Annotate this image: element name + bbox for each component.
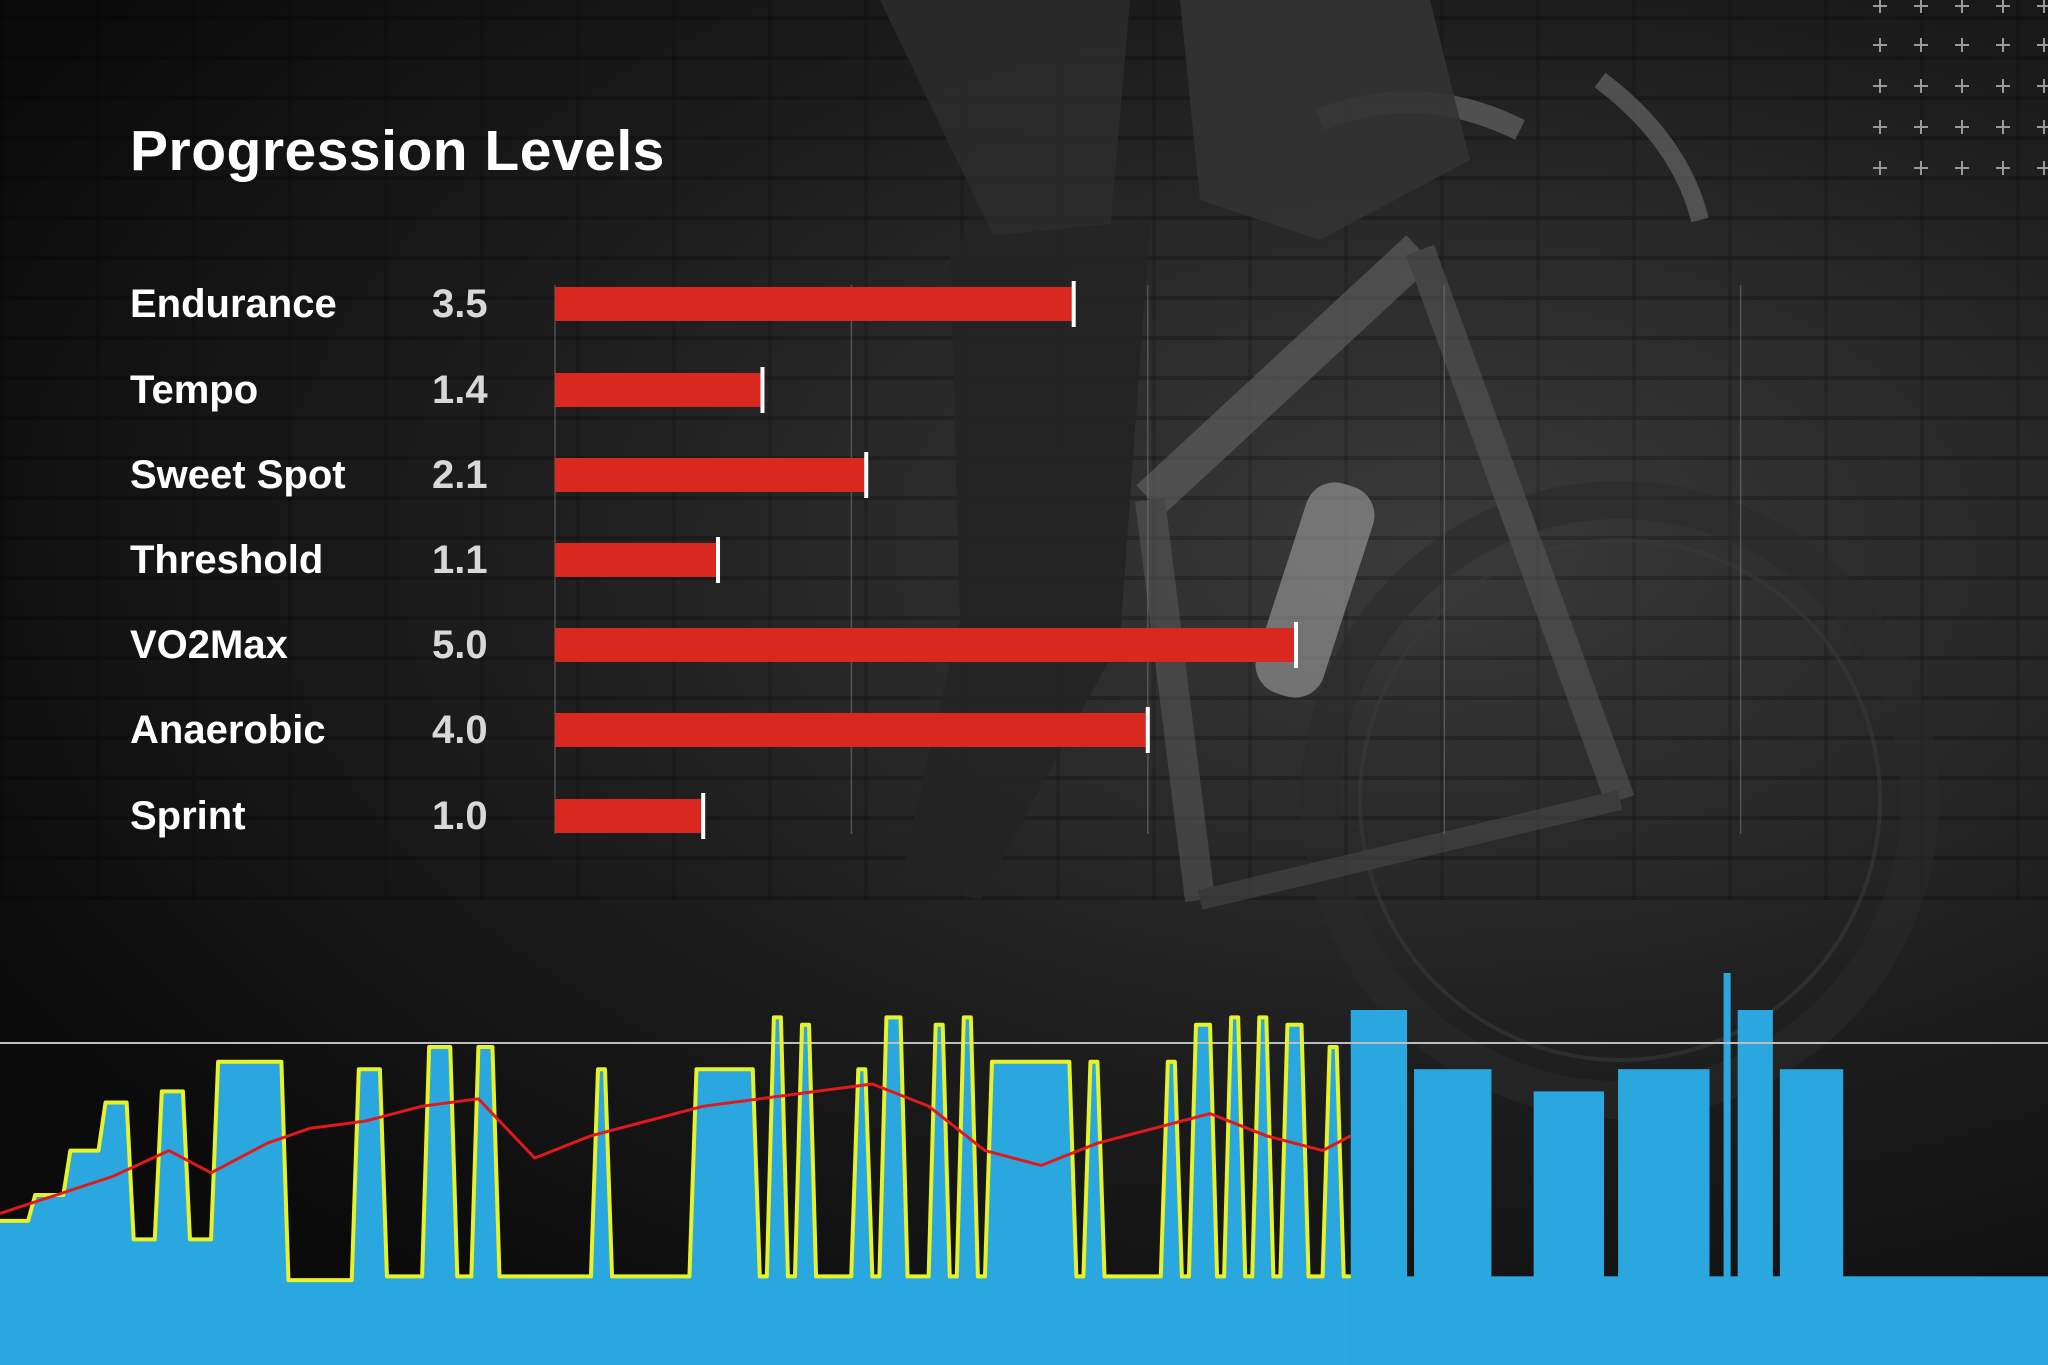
row-label-threshold: Threshold: [130, 538, 324, 582]
row-label-vo2max: VO2Max: [130, 623, 288, 667]
plus-mark: [1955, 161, 1969, 175]
bar-sweet-spot: [555, 458, 867, 492]
plus-mark: [2037, 79, 2048, 93]
plus-mark: [1955, 0, 1969, 13]
row-value-vo2max: 5.0: [432, 623, 488, 667]
row-label-tempo: Tempo: [130, 368, 259, 412]
plus-mark: [1914, 161, 1928, 175]
bar-end-marker: [864, 452, 869, 498]
workout-power-chart: [0, 973, 2048, 1365]
bar-vo2max: [555, 628, 1296, 662]
plus-mark: [1873, 0, 1887, 13]
plus-mark: [2037, 0, 2048, 13]
bar-end-marker: [1071, 281, 1076, 327]
plus-mark: [1996, 120, 2010, 134]
row-value-sweet-spot: 2.1: [432, 453, 488, 497]
row-value-tempo: 1.4: [432, 368, 488, 412]
bar-end-marker: [716, 537, 721, 583]
plus-mark: [1996, 161, 2010, 175]
plus-mark: [1873, 120, 1887, 134]
row-label-endurance: Endurance: [130, 282, 337, 326]
plus-mark: [1873, 161, 1887, 175]
plus-mark: [1996, 79, 2010, 93]
plus-mark: [2037, 38, 2048, 52]
row-label-sprint: Sprint: [130, 794, 246, 838]
bar-anaerobic: [555, 713, 1148, 747]
plus-mark: [1955, 38, 1969, 52]
plus-mark: [1914, 120, 1928, 134]
plus-mark: [1955, 79, 1969, 93]
plus-mark: [1996, 38, 2010, 52]
plus-mark: [1914, 38, 1928, 52]
bar-endurance: [555, 287, 1074, 321]
bar-end-marker: [760, 367, 765, 413]
bar-sprint: [555, 799, 704, 833]
plus-mark: [1914, 0, 1928, 13]
actual-power-line: [0, 1015, 1351, 1283]
plus-mark: [1873, 38, 1887, 52]
heart-rate-line: [0, 1082, 1352, 1215]
bar-end-marker: [1145, 707, 1150, 753]
plus-mark: [2037, 120, 2048, 134]
row-value-sprint: 1.0: [432, 794, 488, 838]
plus-mark: [1914, 79, 1928, 93]
planned-interval-block: [1723, 973, 1731, 1365]
plus-grid-decoration: [1873, 0, 2048, 175]
bar-end-marker: [1294, 622, 1298, 668]
bar-threshold: [555, 543, 719, 577]
planned-floor: [1350, 1276, 2048, 1365]
row-value-threshold: 1.1: [432, 538, 488, 582]
plus-mark: [1955, 120, 1969, 134]
row-label-sweet-spot: Sweet Spot: [130, 453, 346, 497]
actual-power-area: [0, 1017, 1351, 1365]
plus-mark: [2037, 161, 2048, 175]
chart-title: Progression Levels: [130, 119, 665, 183]
plus-mark: [1873, 79, 1887, 93]
row-value-endurance: 3.5: [432, 282, 488, 326]
bar-tempo: [555, 373, 763, 407]
bar-end-marker: [701, 793, 706, 839]
row-label-anaerobic: Anaerobic: [130, 708, 326, 752]
plus-mark: [1996, 0, 2010, 13]
row-value-anaerobic: 4.0: [432, 708, 488, 752]
progression-bar-chart: Endurance 3.5 Tempo 1.4 Sweet Spot 2.1 T…: [130, 281, 1742, 839]
